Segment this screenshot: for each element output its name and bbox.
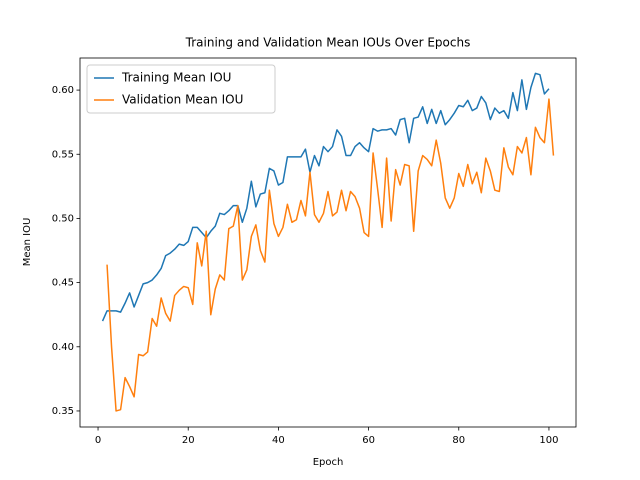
x-tick-label: 80 — [452, 435, 465, 446]
y-tick-label: 0.40 — [52, 342, 74, 353]
x-tick-label: 40 — [272, 435, 285, 446]
y-tick-label: 0.45 — [52, 278, 74, 289]
series-line — [106, 98, 555, 412]
x-tick-label: 60 — [362, 435, 375, 446]
plot-frame — [79, 57, 577, 428]
x-axis-label: Epoch — [313, 457, 344, 468]
legend-box — [86, 64, 276, 114]
y-tick-label: 0.35 — [52, 406, 74, 417]
chart-title: Training and Validation Mean IOUs Over E… — [185, 36, 471, 50]
x-tick-label: 100 — [539, 435, 558, 446]
y-tick-label: 0.60 — [52, 85, 74, 96]
y-axis-label: Mean IOU — [22, 218, 33, 267]
legend-label: Training Mean IOU — [121, 71, 231, 85]
x-tick-label: 20 — [182, 435, 195, 446]
x-tick-label: 0 — [95, 435, 101, 446]
y-tick-label: 0.50 — [52, 213, 74, 224]
y-tick-label: 0.55 — [52, 149, 74, 160]
legend-label: Validation Mean IOU — [122, 93, 243, 107]
series-line — [101, 72, 550, 322]
